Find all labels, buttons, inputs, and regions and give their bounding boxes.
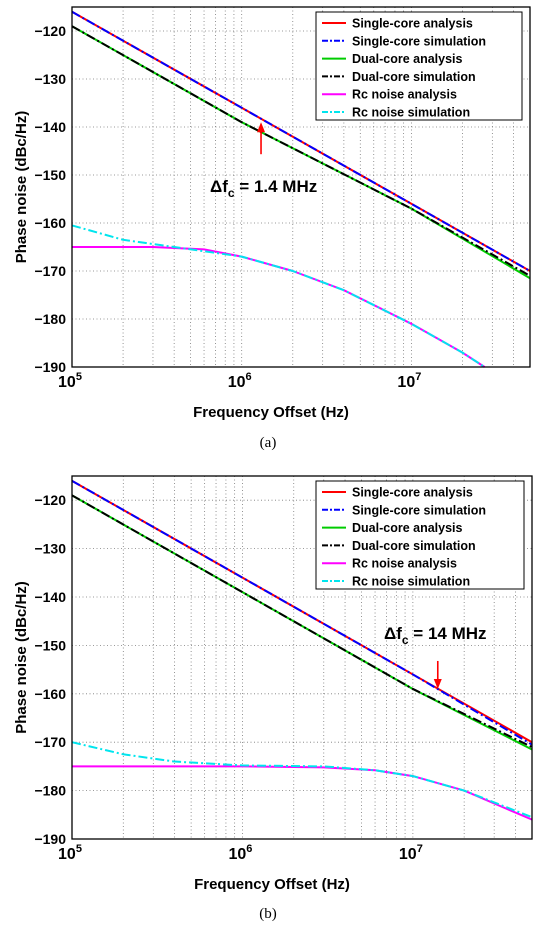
y-tick-label: −190 (34, 831, 66, 847)
annotation-arrowhead (433, 678, 442, 689)
plot-frame (71, 6, 531, 368)
series-line-1 (71, 479, 533, 746)
legend-label-4: Rc noise analysis (352, 88, 457, 102)
legend-box (315, 480, 525, 590)
x-tick-label: 107 (397, 371, 421, 391)
series-line-5 (71, 224, 486, 368)
x-tick-label: 106 (228, 371, 252, 391)
x-tick-label: 105 (58, 371, 82, 391)
x-tick-label: 106 (228, 843, 252, 863)
y-tick-label: −180 (34, 311, 66, 327)
y-tick-label: −130 (34, 541, 66, 557)
y-tick-label: −170 (34, 734, 66, 750)
y-tick-label: −140 (34, 119, 66, 135)
y-tick-label: −150 (34, 167, 66, 183)
x-axis-label: Frequency Offset (Hz) (194, 876, 350, 893)
y-tick-label: −150 (34, 637, 66, 653)
panel-caption: (b) (259, 906, 277, 922)
annotation-arrowhead (257, 122, 266, 133)
y-axis-label: Phase noise (dBc/Hz) (13, 581, 30, 734)
series-line-5 (71, 741, 533, 819)
annotation-label: Δfc = 14 MHz (384, 624, 487, 647)
annotation-label: Δfc = 1.4 MHz (210, 177, 317, 200)
legend-label-5: Rc noise simulation (352, 575, 470, 589)
series-line-3 (71, 494, 533, 748)
legend-label-5: Rc noise simulation (352, 106, 470, 120)
y-tick-label: −180 (34, 783, 66, 799)
legend-label-2: Dual-core analysis (352, 52, 463, 66)
legend-label-0: Single-core analysis (352, 17, 473, 31)
legend-label-3: Dual-core simulation (352, 539, 476, 553)
legend-label-3: Dual-core simulation (352, 70, 476, 84)
y-tick-label: −120 (34, 492, 66, 508)
legend-label-1: Single-core simulation (352, 34, 486, 48)
panel-caption: (a) (260, 435, 277, 451)
series-line-3 (71, 25, 531, 277)
x-axis-label: Frequency Offset (Hz) (193, 404, 349, 421)
legend-label-2: Dual-core analysis (352, 521, 463, 535)
y-tick-label: −160 (34, 215, 66, 231)
legend-label-4: Rc noise analysis (352, 557, 457, 571)
y-axis-label: Phase noise (dBc/Hz) (13, 111, 30, 264)
legend-label-1: Single-core simulation (352, 503, 486, 517)
series-line-1 (71, 10, 531, 272)
x-tick-label: 107 (399, 843, 423, 863)
y-tick-label: −120 (34, 23, 66, 39)
y-tick-label: −140 (34, 589, 66, 605)
y-tick-label: −170 (34, 263, 66, 279)
y-tick-label: −190 (34, 359, 66, 375)
y-tick-label: −160 (34, 686, 66, 702)
plot-frame (71, 475, 533, 840)
x-tick-label: 105 (58, 843, 82, 863)
legend-box (315, 11, 523, 121)
y-tick-label: −130 (34, 71, 66, 87)
legend-label-0: Single-core analysis (352, 486, 473, 500)
